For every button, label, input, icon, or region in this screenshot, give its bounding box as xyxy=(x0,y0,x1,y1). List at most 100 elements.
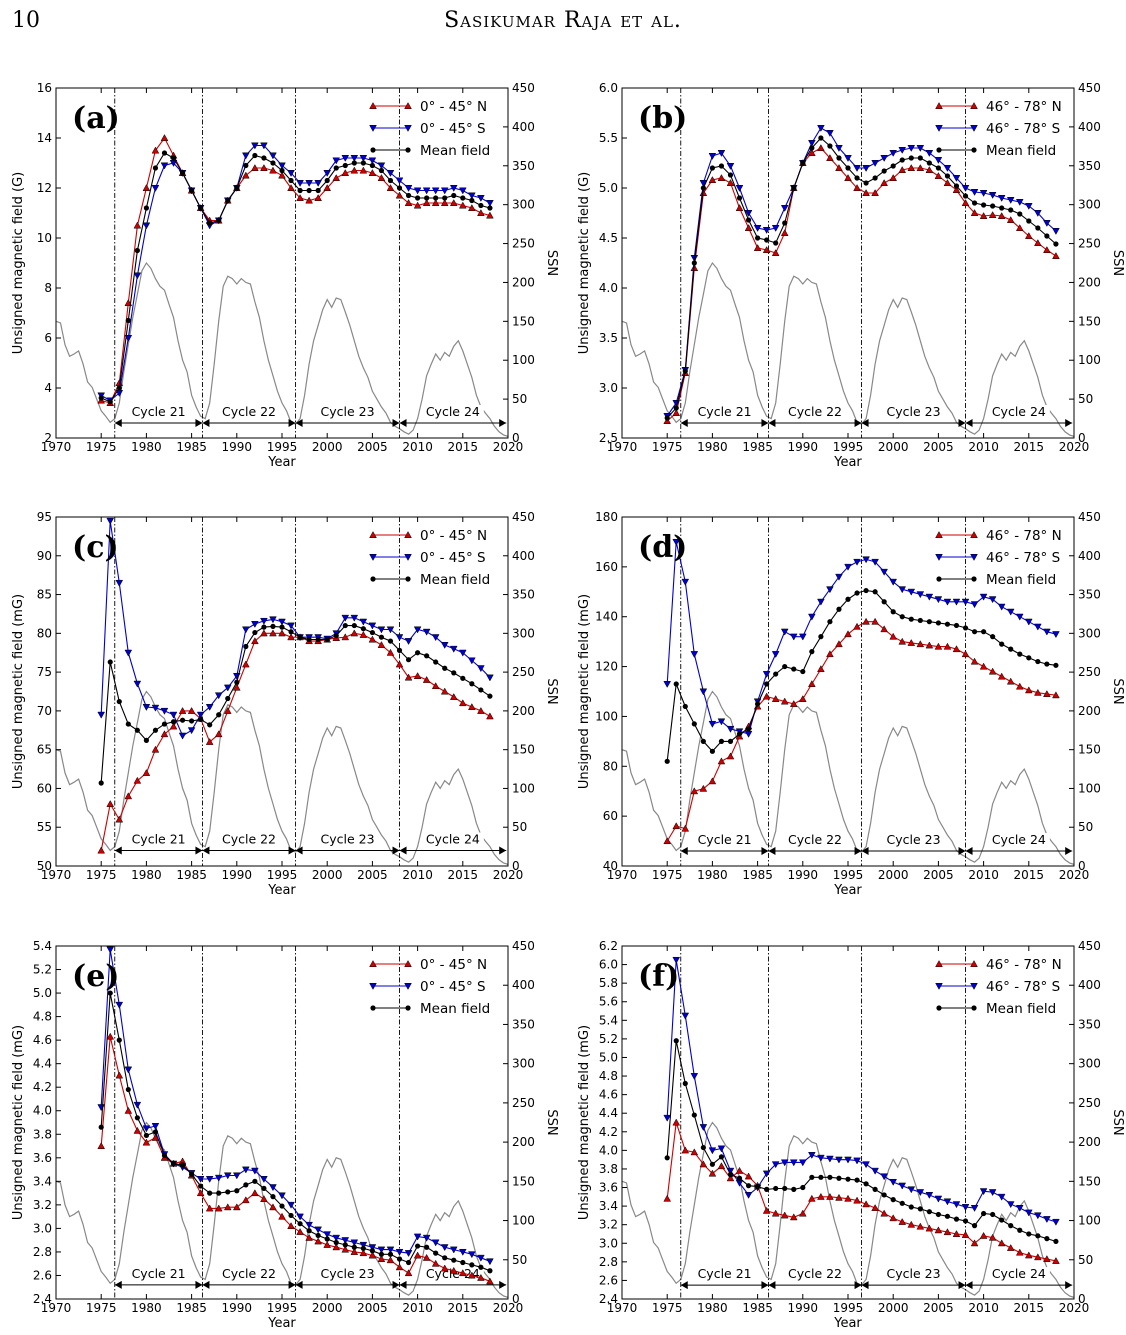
data-point xyxy=(178,706,187,714)
data-point xyxy=(871,1204,879,1211)
y-right-tick-label: 300 xyxy=(512,198,535,212)
data-point xyxy=(789,1213,798,1221)
data-point xyxy=(907,145,916,152)
data-point xyxy=(1043,690,1051,697)
data-point xyxy=(664,415,670,421)
y-tick-label: 4.0 xyxy=(33,1104,52,1118)
data-point xyxy=(270,160,276,166)
data-point xyxy=(424,653,430,659)
data-point xyxy=(961,650,970,658)
data-point xyxy=(862,556,870,564)
data-point xyxy=(234,679,240,685)
data-point xyxy=(663,681,672,688)
x-tick-label: 2010 xyxy=(968,1301,999,1315)
legend-marker xyxy=(935,102,943,109)
data-point xyxy=(133,1101,142,1109)
data-point xyxy=(314,1226,322,1234)
y-right-tick-label: 50 xyxy=(512,1253,527,1267)
y-axis-label: Unsigned magnetic field (mG) xyxy=(11,1025,26,1220)
cycle-arrow-head xyxy=(965,419,973,427)
panel-a: Cycle 21 Cycle 22 Cycle 23 Cycle 24 1970 1975… xyxy=(11,81,559,470)
cycle-arrow-head xyxy=(392,1280,400,1289)
data-point xyxy=(440,199,449,206)
cycle-arrow-head xyxy=(761,847,769,856)
data-point xyxy=(1035,658,1041,665)
cycle-arrow-head xyxy=(965,847,973,856)
data-point xyxy=(151,185,160,192)
data-point xyxy=(160,162,169,170)
data-point xyxy=(431,634,440,642)
data-point xyxy=(907,1186,916,1194)
legend-label: 46° - 78° N xyxy=(986,957,1062,973)
data-point xyxy=(708,720,717,728)
data-point xyxy=(789,633,798,641)
data-point xyxy=(387,1251,394,1257)
data-point xyxy=(826,154,834,161)
data-point xyxy=(935,1211,942,1218)
data-point xyxy=(306,187,312,194)
x-tick-label: 1970 xyxy=(41,868,72,882)
data-point xyxy=(744,1172,753,1180)
data-point xyxy=(700,738,706,744)
data-point xyxy=(881,168,887,174)
data-point xyxy=(359,1249,368,1257)
data-point xyxy=(107,399,113,405)
data-point xyxy=(971,200,978,206)
y-right-tick-label: 200 xyxy=(512,1135,535,1149)
ssn-curve xyxy=(622,1121,1074,1298)
data-point xyxy=(270,623,276,629)
x-tick-label: 2020 xyxy=(493,440,524,454)
cycle-label: Cycle 22 xyxy=(788,832,842,847)
data-point xyxy=(369,1248,375,1254)
cycle-label: Cycle 21 xyxy=(132,831,186,846)
data-point xyxy=(1035,1233,1041,1239)
x-tick-label: 2020 xyxy=(493,868,524,882)
data-point xyxy=(717,174,726,181)
data-point xyxy=(207,722,213,728)
data-point xyxy=(205,704,214,711)
data-point xyxy=(1043,246,1051,253)
data-point xyxy=(404,1250,413,1258)
data-point xyxy=(791,185,797,191)
data-point xyxy=(422,628,431,636)
data-point xyxy=(368,635,377,643)
data-point xyxy=(279,167,285,174)
data-point xyxy=(979,190,988,197)
data-point xyxy=(297,634,303,640)
y-tick-label: 3.5 xyxy=(599,331,618,345)
data-point xyxy=(478,1264,484,1270)
y-tick-label: 140 xyxy=(595,610,618,624)
legend-marker xyxy=(370,576,376,582)
data-point xyxy=(232,683,241,691)
legend-label: Mean field xyxy=(420,1001,490,1017)
data-point xyxy=(152,1129,159,1135)
data-point xyxy=(243,643,249,650)
data-point xyxy=(216,217,222,224)
cycle-label: Cycle 22 xyxy=(788,404,842,419)
data-point xyxy=(451,1257,457,1263)
data-point xyxy=(314,194,322,201)
y-right-tick-label: 400 xyxy=(512,549,535,563)
data-point xyxy=(116,385,122,391)
data-point xyxy=(377,1246,386,1254)
legend-marker xyxy=(970,983,978,990)
data-point xyxy=(133,221,142,229)
data-point xyxy=(205,737,214,745)
y-right-tick-label: 300 xyxy=(1078,1057,1101,1071)
data-point xyxy=(990,203,996,209)
x-tick-label: 2005 xyxy=(357,868,388,882)
data-point xyxy=(1052,631,1060,639)
data-point xyxy=(735,185,744,192)
data-point xyxy=(152,727,159,733)
data-point xyxy=(179,717,186,723)
data-point xyxy=(890,1197,896,1203)
y-tick-label: 5.6 xyxy=(599,995,618,1009)
data-point xyxy=(745,1183,752,1189)
cycle-arrow-head xyxy=(202,419,210,427)
panel-label: (e) xyxy=(72,959,119,994)
data-point xyxy=(477,665,485,673)
data-point xyxy=(442,195,448,201)
data-point xyxy=(341,1237,350,1245)
data-point xyxy=(107,659,113,665)
data-point xyxy=(151,1123,160,1130)
